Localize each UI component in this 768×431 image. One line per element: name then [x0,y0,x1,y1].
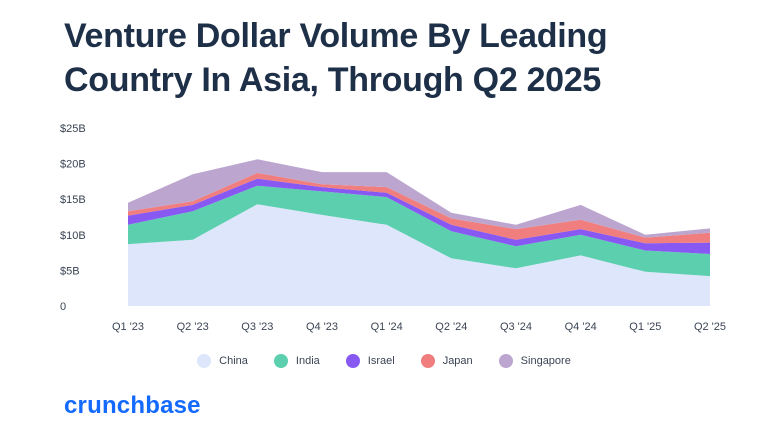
legend-item-israel: Israel [345,354,395,368]
y-tick-label: $25B [60,123,86,135]
area-singapore [128,159,710,238]
y-tick-label: $15B [60,194,86,206]
x-tick-label: Q2 '24 [435,321,467,333]
x-tick-label: Q2 '23 [177,321,209,333]
legend-label-singapore: Singapore [520,355,571,367]
legend-label-china: China [219,355,248,367]
crunchbase-logo: crunchbase [64,392,201,419]
legend-label-israel: Israel [367,355,395,367]
legend-item-india: India [273,354,320,368]
x-tick-label: Q4 '24 [565,321,597,333]
area-india [128,185,710,277]
area-japan [128,172,710,244]
y-tick-label: $5B [60,265,80,277]
x-tick-label: Q1 '23 [112,321,144,333]
x-tick-label: Q4 '23 [306,321,338,333]
area-israel [128,178,710,254]
chart-title: Venture Dollar Volume By Leading Country… [64,17,608,99]
legend-label-japan: Japan [442,355,473,367]
y-tick-label: 0 [60,301,66,313]
legend-item-singapore: Singapore [498,354,571,368]
legend-item-japan: Japan [420,354,473,368]
legend-swatch-singapore [498,354,513,368]
legend-swatch-india [273,354,288,368]
x-tick-label: Q1 '25 [629,321,661,333]
legend-swatch-china [197,354,212,368]
x-tick-label: Q1 '24 [371,321,403,333]
y-tick-label: $10B [60,230,86,242]
chart-legend: China India Israel Japan Singapore [0,354,768,368]
y-tick-label: $20B [60,159,86,171]
area-china [128,204,710,306]
x-tick-label: Q3 '24 [500,321,532,333]
legend-swatch-israel [345,354,360,368]
stacked-area-chart: 0 $5B $10B $15B $20B $25B Q1 '23 Q2 '23 Q3 '23 Q4… [60,123,726,333]
legend-label-india: India [295,355,320,367]
x-tick-label: Q3 '23 [241,321,273,333]
legend-swatch-japan [420,354,435,368]
legend-item-china: China [197,354,248,368]
x-tick-label: Q2 '25 [694,321,726,333]
